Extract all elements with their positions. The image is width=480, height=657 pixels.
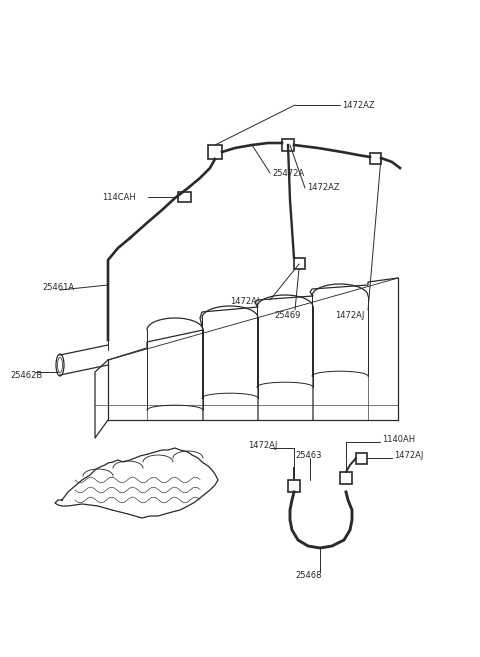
Text: 1472AZ: 1472AZ: [342, 101, 374, 110]
Text: 25463: 25463: [295, 451, 322, 461]
Text: 25468: 25468: [295, 572, 322, 581]
FancyBboxPatch shape: [340, 472, 352, 484]
FancyBboxPatch shape: [282, 139, 294, 151]
FancyBboxPatch shape: [178, 192, 191, 202]
FancyBboxPatch shape: [370, 153, 381, 164]
Text: 25472A: 25472A: [272, 168, 304, 177]
FancyBboxPatch shape: [208, 145, 222, 159]
Text: 1472AJ: 1472AJ: [394, 451, 423, 461]
Text: 1472AJ: 1472AJ: [335, 311, 364, 319]
Text: 1140AH: 1140AH: [382, 436, 415, 445]
Text: 25461A: 25461A: [42, 283, 74, 292]
Text: 25469: 25469: [274, 311, 300, 319]
FancyBboxPatch shape: [288, 480, 300, 492]
FancyBboxPatch shape: [294, 258, 305, 269]
FancyBboxPatch shape: [356, 453, 367, 464]
Text: 114CAH: 114CAH: [102, 193, 136, 202]
Text: 1472AJ: 1472AJ: [248, 440, 277, 449]
Text: 25462B: 25462B: [10, 371, 42, 380]
Text: 1472AZ: 1472AZ: [307, 183, 340, 193]
Text: 1472AJ: 1472AJ: [230, 298, 259, 307]
